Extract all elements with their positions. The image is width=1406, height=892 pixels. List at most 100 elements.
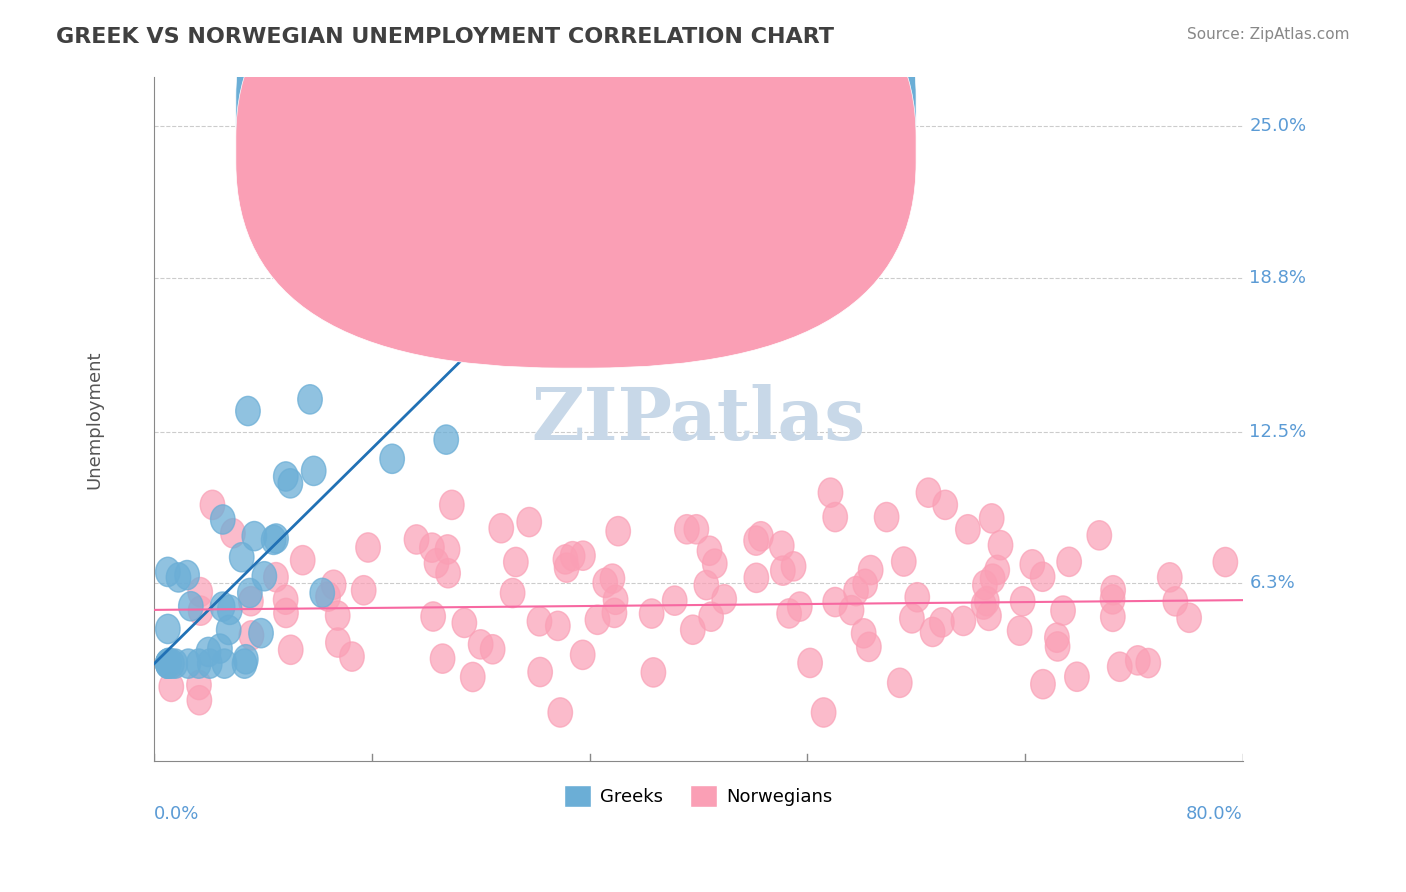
Text: R = 0.043   N = 122: R = 0.043 N = 122: [589, 140, 786, 158]
Ellipse shape: [839, 596, 863, 624]
Ellipse shape: [309, 578, 335, 607]
Ellipse shape: [972, 590, 995, 619]
Ellipse shape: [249, 618, 273, 648]
Ellipse shape: [527, 657, 553, 687]
Ellipse shape: [352, 575, 375, 605]
Ellipse shape: [356, 533, 380, 562]
Ellipse shape: [681, 615, 704, 644]
Ellipse shape: [986, 555, 1010, 584]
Ellipse shape: [436, 558, 460, 588]
Ellipse shape: [859, 556, 883, 585]
Ellipse shape: [434, 425, 458, 454]
Ellipse shape: [468, 630, 494, 659]
Ellipse shape: [571, 541, 595, 570]
Ellipse shape: [1101, 575, 1125, 605]
Ellipse shape: [603, 585, 628, 615]
Ellipse shape: [236, 396, 260, 425]
Ellipse shape: [156, 649, 180, 678]
Ellipse shape: [273, 585, 298, 615]
Ellipse shape: [298, 384, 322, 414]
Ellipse shape: [440, 491, 464, 519]
Ellipse shape: [340, 642, 364, 672]
Ellipse shape: [163, 649, 187, 678]
Ellipse shape: [1031, 670, 1056, 698]
Ellipse shape: [156, 558, 180, 587]
Ellipse shape: [156, 648, 181, 677]
Ellipse shape: [782, 551, 806, 581]
Ellipse shape: [561, 541, 585, 571]
Ellipse shape: [188, 596, 212, 625]
Ellipse shape: [778, 599, 801, 628]
Ellipse shape: [554, 553, 579, 582]
Ellipse shape: [600, 564, 624, 593]
Text: R = 0.736   N = 41: R = 0.736 N = 41: [589, 99, 773, 117]
Ellipse shape: [187, 649, 211, 678]
Ellipse shape: [950, 607, 976, 636]
Text: 6.3%: 6.3%: [1250, 574, 1295, 592]
Ellipse shape: [211, 592, 235, 621]
Ellipse shape: [875, 502, 898, 532]
Ellipse shape: [844, 576, 869, 606]
Ellipse shape: [1213, 548, 1237, 577]
FancyBboxPatch shape: [546, 91, 862, 184]
Ellipse shape: [1101, 602, 1125, 632]
Ellipse shape: [264, 563, 288, 591]
Ellipse shape: [703, 549, 727, 578]
Ellipse shape: [176, 649, 201, 678]
Ellipse shape: [325, 601, 350, 631]
Ellipse shape: [905, 582, 929, 612]
Ellipse shape: [546, 611, 569, 640]
Ellipse shape: [856, 632, 882, 662]
Ellipse shape: [934, 491, 957, 519]
Ellipse shape: [1064, 662, 1090, 691]
Ellipse shape: [461, 663, 485, 691]
Legend: Greeks, Norwegians: Greeks, Norwegians: [557, 777, 839, 814]
Ellipse shape: [980, 564, 1005, 593]
Ellipse shape: [782, 258, 806, 287]
Ellipse shape: [1031, 562, 1054, 591]
Ellipse shape: [571, 640, 595, 670]
Ellipse shape: [166, 563, 191, 592]
Text: GREEK VS NORWEGIAN UNEMPLOYMENT CORRELATION CHART: GREEK VS NORWEGIAN UNEMPLOYMENT CORRELAT…: [56, 27, 834, 46]
Ellipse shape: [242, 522, 267, 550]
Ellipse shape: [278, 635, 302, 665]
Ellipse shape: [264, 524, 288, 553]
Ellipse shape: [187, 671, 211, 699]
Ellipse shape: [1087, 521, 1112, 550]
Ellipse shape: [641, 657, 665, 687]
Ellipse shape: [229, 542, 254, 572]
Ellipse shape: [744, 563, 769, 592]
Ellipse shape: [675, 515, 699, 544]
Ellipse shape: [501, 578, 524, 607]
Ellipse shape: [232, 649, 257, 678]
Ellipse shape: [233, 645, 259, 674]
Text: 80.0%: 80.0%: [1185, 805, 1243, 823]
Ellipse shape: [1108, 652, 1132, 681]
Ellipse shape: [891, 547, 917, 576]
Ellipse shape: [322, 570, 346, 599]
Ellipse shape: [699, 602, 723, 632]
Ellipse shape: [1050, 596, 1076, 625]
Ellipse shape: [956, 515, 980, 544]
Ellipse shape: [823, 502, 848, 532]
Ellipse shape: [197, 649, 222, 678]
Ellipse shape: [973, 570, 997, 599]
Ellipse shape: [436, 535, 460, 564]
Ellipse shape: [218, 595, 242, 624]
Ellipse shape: [156, 649, 180, 678]
Ellipse shape: [188, 577, 212, 607]
Ellipse shape: [221, 518, 245, 548]
Ellipse shape: [239, 621, 264, 650]
Ellipse shape: [156, 615, 180, 644]
Ellipse shape: [380, 444, 405, 474]
Ellipse shape: [187, 686, 212, 714]
Ellipse shape: [1007, 616, 1032, 645]
Ellipse shape: [818, 478, 842, 508]
Ellipse shape: [239, 587, 263, 615]
Ellipse shape: [770, 556, 794, 585]
Ellipse shape: [593, 568, 617, 598]
Ellipse shape: [977, 601, 1001, 631]
Ellipse shape: [744, 526, 768, 555]
Ellipse shape: [159, 673, 184, 701]
Ellipse shape: [174, 560, 200, 590]
